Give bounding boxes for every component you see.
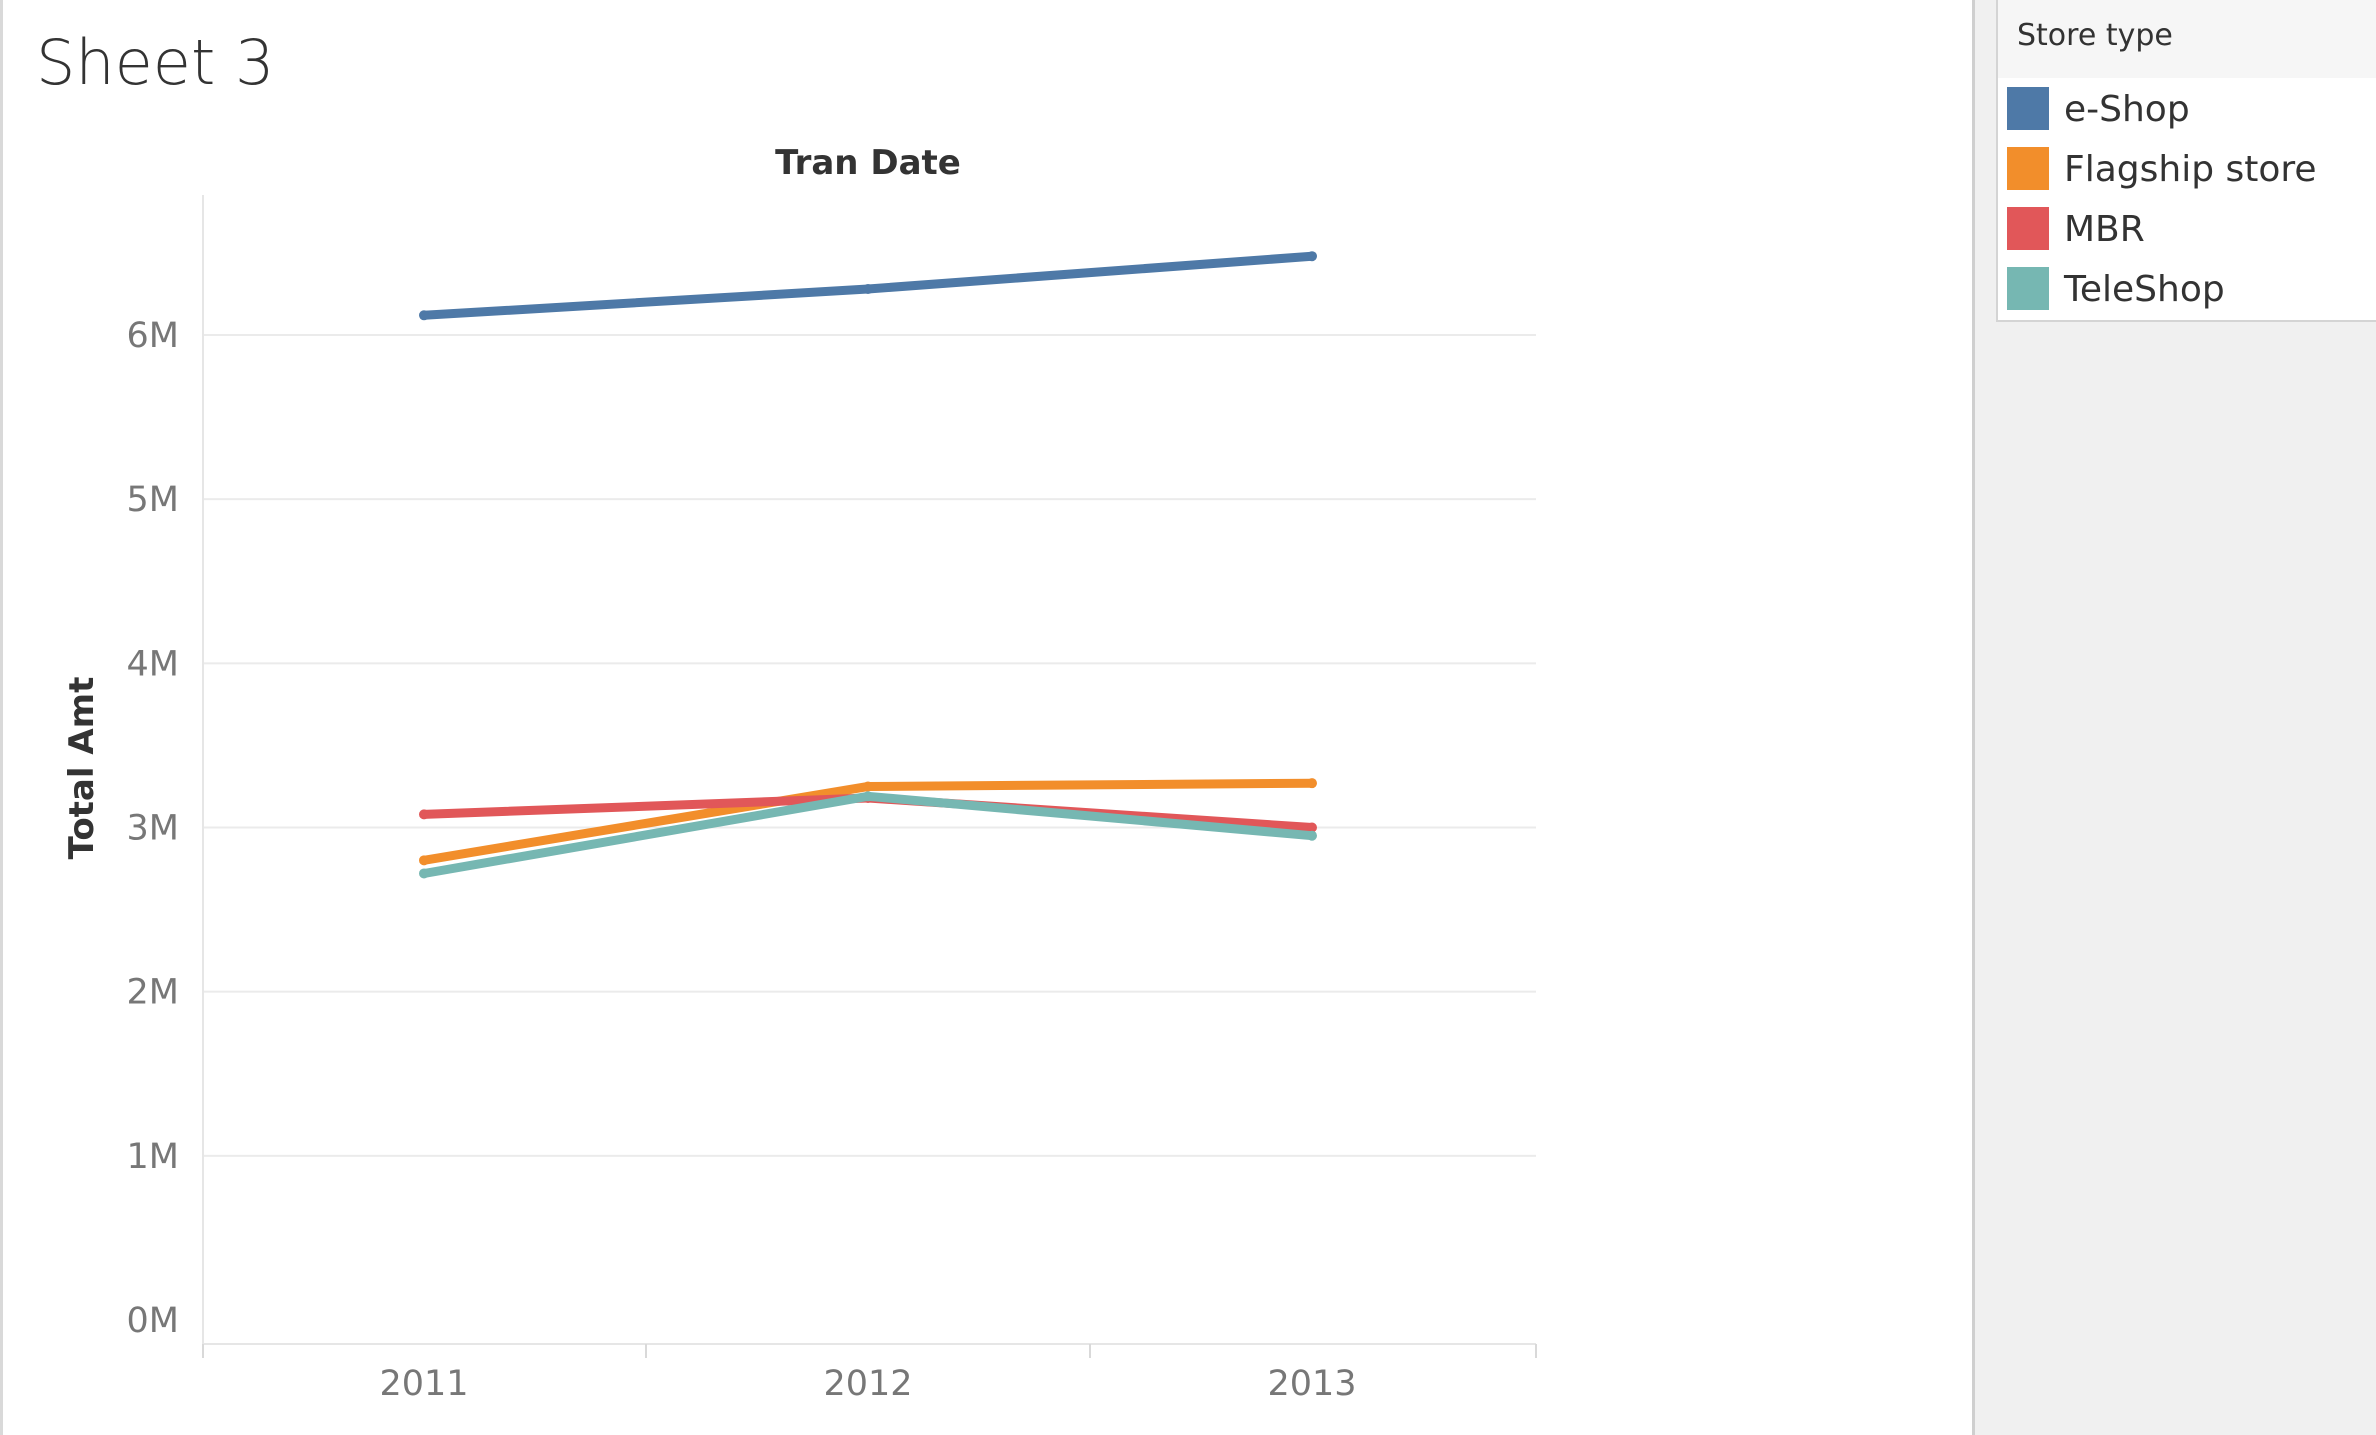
legend-item-mbr[interactable]: MBR xyxy=(2007,207,2367,255)
legend-item-flagship-store[interactable]: Flagship store xyxy=(2007,147,2367,195)
sheet-title: Sheet 3 xyxy=(36,26,275,99)
y-tick-label: 1M xyxy=(127,1137,179,1177)
legend-header: Store type xyxy=(1998,0,2376,78)
worksheet-area: Sheet 3 0M 1M 2M 3M 4M 5M 6M 2011 2012 2013 Tran … xyxy=(0,0,1975,1435)
data-point[interactable] xyxy=(863,781,873,792)
data-point[interactable] xyxy=(863,791,873,802)
color-swatch-icon xyxy=(2007,207,2049,250)
data-point[interactable] xyxy=(419,310,429,321)
y-tick-label: 0M xyxy=(127,1301,179,1341)
y-tick-label: 5M xyxy=(127,480,179,520)
color-legend[interactable]: Store type e-Shop Flagship store MBR Tel… xyxy=(1996,0,2376,322)
x-tick-label: 2011 xyxy=(379,1364,468,1404)
y-tick-label: 2M xyxy=(127,973,179,1013)
gridlines xyxy=(203,334,1536,1157)
data-point[interactable] xyxy=(419,855,429,866)
series-lines[interactable] xyxy=(419,251,1317,879)
legend-label: MBR xyxy=(2064,209,2145,250)
y-tick-label: 4M xyxy=(127,644,179,684)
chart-title: Tran Date xyxy=(775,143,961,183)
y-tick-label: 6M xyxy=(127,316,179,356)
line-chart[interactable]: 0M 1M 2M 3M 4M 5M 6M 2011 2012 2013 Tran Date Tot… xyxy=(3,0,1975,1435)
color-swatch-icon xyxy=(2007,147,2049,190)
color-swatch-icon xyxy=(2007,267,2049,310)
y-tick-label: 3M xyxy=(127,809,179,849)
data-point[interactable] xyxy=(863,284,873,295)
legend-label: e-Shop xyxy=(2064,89,2190,130)
data-point[interactable] xyxy=(419,868,429,879)
legend-label: Flagship store xyxy=(2064,149,2317,190)
y-axis-title: Total Amt xyxy=(62,677,102,860)
data-point[interactable] xyxy=(1307,778,1317,789)
data-point[interactable] xyxy=(419,809,429,820)
x-tick-label: 2013 xyxy=(1267,1364,1356,1404)
legend-label: TeleShop xyxy=(2064,269,2225,310)
legend-item-e-shop[interactable]: e-Shop xyxy=(2007,87,2367,135)
x-tick-label: 2012 xyxy=(823,1364,912,1404)
legend-title: Store type xyxy=(2017,18,2173,53)
color-swatch-icon xyxy=(2007,87,2049,130)
axes: 0M 1M 2M 3M 4M 5M 6M 2011 2012 2013 xyxy=(127,195,1537,1404)
side-panel: Store type e-Shop Flagship store MBR Tel… xyxy=(1972,0,2376,1435)
legend-item-teleshop[interactable]: TeleShop xyxy=(2007,267,2367,315)
data-point[interactable] xyxy=(1307,251,1317,262)
data-point[interactable] xyxy=(1307,830,1317,841)
data-point[interactable] xyxy=(1307,822,1317,833)
